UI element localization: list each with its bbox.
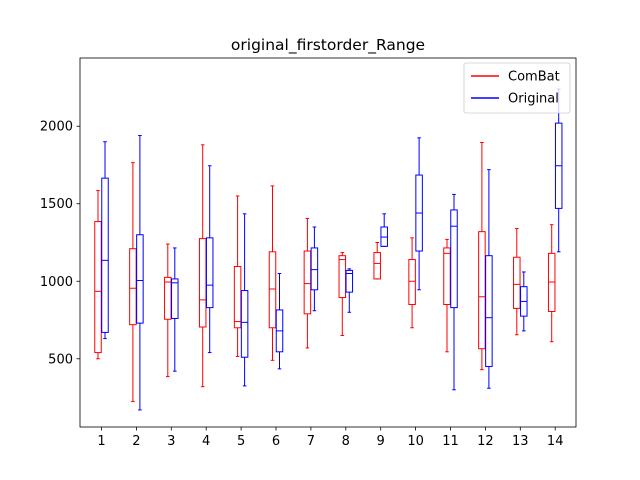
x-tick-label: 8 — [342, 434, 350, 449]
y-tick-label: 2000 — [40, 120, 73, 135]
x-tick-label: 13 — [512, 434, 529, 449]
box-combat-10 — [408, 237, 416, 329]
y-tick-label: 1000 — [40, 275, 73, 290]
box-combat-9 — [373, 242, 381, 280]
x-tick-label: 11 — [442, 434, 459, 449]
box-combat-6 — [268, 185, 277, 361]
y-tick-label: 500 — [48, 352, 73, 367]
x-tick-label: 4 — [202, 434, 210, 449]
box-original-12 — [485, 169, 493, 389]
legend-label-original: Original — [508, 92, 559, 107]
x-tick-label: 9 — [377, 434, 385, 449]
box-original-7 — [310, 226, 319, 312]
x-tick-label: 14 — [547, 434, 564, 449]
box-body — [268, 251, 277, 329]
box-combat-14 — [547, 224, 556, 343]
box-original-2 — [136, 135, 144, 411]
box-original-8 — [345, 268, 354, 313]
x-tick-label: 1 — [97, 434, 105, 449]
box-body — [171, 278, 179, 319]
box-body — [136, 234, 144, 324]
x-tick-label: 10 — [407, 434, 424, 449]
x-tick-label: 3 — [167, 434, 175, 449]
x-tick-label: 2 — [132, 434, 140, 449]
box-body — [450, 209, 458, 309]
axes-frame — [79, 57, 577, 428]
box-original-10 — [415, 137, 423, 291]
box-body — [513, 256, 521, 309]
box-body — [101, 177, 109, 333]
x-tick-label: 7 — [307, 434, 315, 449]
box-original-4 — [205, 165, 214, 354]
box-original-6 — [275, 273, 284, 370]
box-original-5 — [240, 213, 249, 387]
box-original-9 — [380, 213, 388, 247]
box-body — [485, 255, 493, 368]
x-tick-label: 5 — [237, 434, 245, 449]
box-original-1 — [101, 141, 109, 340]
x-tick-label: 6 — [272, 434, 280, 449]
x-tick-label: 12 — [477, 434, 494, 449]
box-body — [205, 237, 214, 309]
box-body — [373, 252, 381, 280]
box-original-3 — [171, 247, 179, 372]
box-body — [408, 259, 416, 306]
box-combat-13 — [513, 228, 521, 336]
box-original-13 — [520, 271, 528, 332]
chart-title: original_firstorder_Range — [231, 36, 425, 55]
box-body — [310, 247, 319, 291]
legend-label-combat: ComBat — [508, 70, 560, 85]
box-body — [345, 269, 354, 293]
box-original-11 — [450, 193, 458, 391]
plot-area — [80, 58, 576, 427]
box-combat-7 — [303, 217, 312, 349]
y-tick-label: 1500 — [40, 197, 73, 212]
box-body — [240, 290, 249, 358]
